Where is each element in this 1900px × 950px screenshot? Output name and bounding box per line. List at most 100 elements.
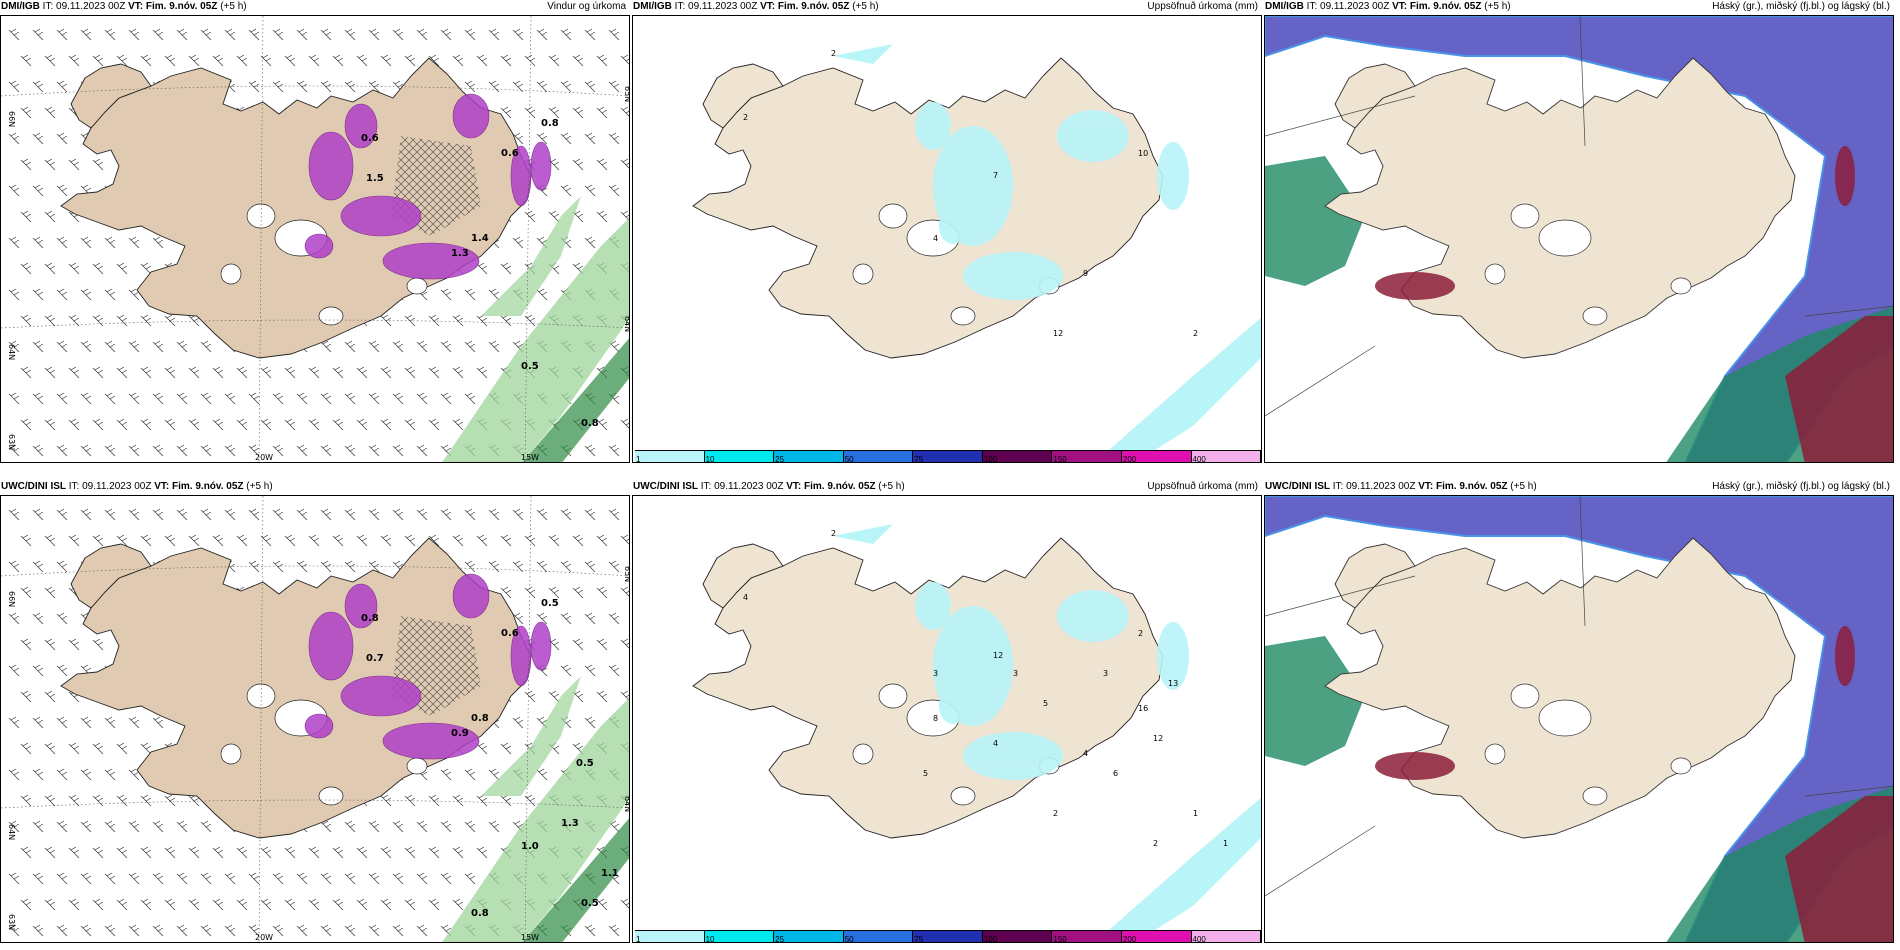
colorbar-segment: 400 — [1191, 931, 1261, 943]
glacier — [1670, 277, 1692, 295]
glacier — [1538, 699, 1592, 737]
colorbar-tick-label: 50 — [844, 455, 854, 463]
glacier — [1538, 219, 1592, 257]
precip-value-label: 16 — [1138, 704, 1148, 713]
colorbar-tick-label: 400 — [1192, 455, 1206, 463]
green-precip-bands — [442, 676, 629, 942]
vt-value: Fim. 9.nóv. 05Z — [1409, 1, 1482, 12]
glacier — [852, 743, 874, 765]
row1-wind-panel: DMI/IGB IT: 09.11.2023 00Z VT: Fim. 9.nó… — [0, 0, 630, 463]
glacier — [1582, 786, 1608, 806]
panel-header: UWC/DINI ISL IT: 09.11.2023 00Z VT: Fim.… — [632, 480, 1262, 494]
precip-map[interactable]: 2 4 12 2 8 4 1 2 3 5 16 13 12 6 3 4 5 3 2 1 1 10 25 50 75 100 150… — [632, 495, 1262, 943]
value-label: 0.8 — [361, 613, 379, 624]
value-label: 0.5 — [541, 598, 559, 609]
colorbar-tick-label: 75 — [914, 455, 924, 463]
glacier — [406, 277, 428, 295]
cloud-map[interactable] — [1264, 15, 1894, 463]
graticule — [1, 496, 629, 942]
precip-map[interactable]: 2 2 7 10 4 9 2 12 1 10 25 50 75 100 150 200 400 — [632, 15, 1262, 463]
westfjords-landmass — [70, 63, 152, 129]
model-name: DMI/IGB — [1, 1, 40, 12]
colorbar-tick-label: 100 — [983, 455, 998, 463]
precip-value-label: 4 — [933, 234, 938, 243]
lat-axis-label-right: 64N — [623, 316, 630, 332]
vt-label: VT: — [760, 1, 776, 12]
precip-value-label: 12 — [1153, 734, 1163, 743]
glacier — [950, 306, 976, 326]
precip-overlay — [915, 582, 1189, 780]
colorbar-segment: 200 — [1121, 931, 1192, 942]
lat-axis-label: 66N — [7, 591, 16, 607]
colorbar-segment: 50 — [843, 451, 914, 463]
vt-label: VT: — [154, 481, 170, 492]
low-cloud — [1375, 146, 1893, 462]
precip-value-label: 4 — [993, 739, 998, 748]
value-label: 0.5 — [576, 758, 594, 769]
lon-axis-label: 15W — [521, 933, 539, 942]
value-label: 0.5 — [581, 898, 599, 909]
precip-value-label: 2 — [1153, 839, 1158, 848]
glacier — [318, 306, 344, 326]
precip-colorbar: 1 10 25 50 75 100 150 200 400 — [635, 450, 1261, 463]
lon-axis-label: 15W — [521, 453, 539, 462]
value-label: 1.3 — [451, 248, 469, 259]
colorbar-segment: 10 — [704, 451, 775, 462]
panel-header: DMI/IGB IT: 09.11.2023 00Z VT: Fim. 9.nó… — [0, 0, 630, 14]
precip-overlay — [915, 102, 1189, 300]
glacier — [220, 263, 242, 285]
value-label: 0.5 — [521, 361, 539, 372]
value-label: 0.7 — [366, 653, 384, 664]
model-name: DMI/IGB — [1265, 1, 1304, 12]
colorbar-segment: 400 — [1191, 451, 1261, 463]
colorbar-segment: 10 — [704, 931, 775, 942]
glacier — [950, 786, 976, 806]
glacier — [1510, 203, 1540, 229]
value-label: 1.1 — [601, 868, 619, 879]
wind-map[interactable]: 1.0 0.7 0.8 0.9 0.5 0.5 0.6 0.8 0.5 1.3 0.8 1.1 20W 1… — [0, 495, 630, 943]
panel-title: Háský (gr.), miðský (fj.bl.) og lágský (… — [1712, 481, 1890, 492]
colorbar-segment: 100 — [982, 451, 1053, 463]
precip-value-label: 1 — [1223, 839, 1228, 848]
vt-label: VT: — [128, 1, 144, 12]
lead-time: (+5 h) — [1510, 481, 1537, 492]
it-value: 09.11.2023 00Z — [1346, 481, 1416, 492]
it-label: IT: — [674, 1, 686, 12]
panel-header: UWC/DINI ISL IT: 09.11.2023 00Z VT: Fim.… — [0, 480, 630, 494]
value-label: 0.9 — [451, 728, 469, 739]
vt-label: VT: — [1392, 1, 1408, 12]
precip-value-label: 2 — [1053, 809, 1058, 818]
colorbar-tick-label: 150 — [1053, 935, 1067, 943]
it-label: IT: — [700, 481, 712, 492]
value-label: 0.6 — [501, 628, 519, 639]
glacier — [1670, 757, 1692, 775]
precip-value-label: 1 — [1193, 809, 1198, 818]
colorbar-tick-label: 200 — [1122, 455, 1137, 463]
precip-value-label: 5 — [923, 769, 928, 778]
panel-title: Uppsöfnuð úrkoma (mm) — [1147, 481, 1258, 492]
precip-value-label: 10 — [1138, 149, 1148, 158]
glacier — [1510, 683, 1540, 709]
precip-value-label: 2 — [1138, 629, 1143, 638]
glacier — [406, 757, 428, 775]
precip-value-label: 13 — [1168, 679, 1178, 688]
glacier — [1484, 263, 1506, 285]
wind-map[interactable]: 0.5 1.5 1.4 1.3 0.8 0.8 0.6 0.6 20W 15W 66N 64N 63N 6… — [0, 15, 630, 463]
vt-value: Fim. 9.nóv. 05Z — [145, 1, 218, 12]
vt-value: Fim. 9.nóv. 05Z — [172, 481, 244, 492]
colorbar-segment: 150 — [1052, 451, 1122, 462]
colorbar-tick-label: 400 — [1192, 935, 1206, 943]
it-value: 09.11.2023 00Z — [56, 1, 126, 12]
row1-precip-panel: DMI/IGB IT: 09.11.2023 00Z VT: Fim. 9.nó… — [632, 0, 1262, 463]
graticule-lines — [1265, 496, 1893, 897]
panel-title: Uppsöfnuð úrkoma (mm) — [1147, 1, 1258, 12]
precip-value-label: 3 — [1103, 669, 1108, 678]
cloud-map[interactable] — [1264, 495, 1894, 943]
model-name: UWC/DINI ISL — [633, 481, 698, 492]
lat-axis-label: 63N — [7, 914, 16, 930]
row1-cloud-panel: DMI/IGB IT: 09.11.2023 00Z VT: Fim. 9.nó… — [1264, 0, 1894, 463]
it-label: IT: — [42, 1, 54, 12]
it-value: 09.11.2023 00Z — [1320, 1, 1390, 12]
low-cloud — [1375, 626, 1893, 942]
light-precip-areas — [833, 524, 1261, 942]
